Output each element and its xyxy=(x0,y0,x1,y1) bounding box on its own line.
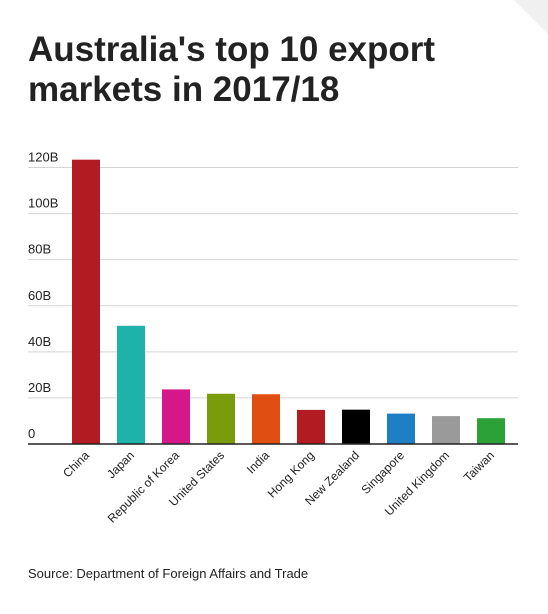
bar-united-kingdom xyxy=(432,416,460,444)
x-tick-label: Taiwan xyxy=(461,448,497,484)
bars xyxy=(72,159,505,444)
chart-title: Australia's top 10 export markets in 201… xyxy=(28,30,436,109)
x-tick-label: Japan xyxy=(104,448,137,481)
bar-india xyxy=(252,394,280,444)
bar-china xyxy=(72,159,100,444)
source-note: Source: Department of Foreign Affairs an… xyxy=(28,566,309,581)
y-axis-ticks: 0 20B 40B 60B 80B 100B 120B xyxy=(28,150,58,441)
corner-decoration xyxy=(514,0,548,34)
x-tick-label: China xyxy=(60,448,92,480)
bar-republic-of-korea xyxy=(162,389,190,444)
y-tick-label: 100B xyxy=(28,196,58,211)
bar-united-states xyxy=(207,393,235,444)
y-tick-label: 80B xyxy=(28,242,51,257)
y-tick-label: 0 xyxy=(28,426,35,441)
y-tick-label: 60B xyxy=(28,288,51,303)
bar-japan xyxy=(117,325,145,444)
gridlines xyxy=(28,167,518,399)
bar-singapore xyxy=(387,413,415,444)
y-tick-label: 120B xyxy=(28,150,58,165)
y-tick-label: 40B xyxy=(28,334,51,349)
y-tick-label: 20B xyxy=(28,380,51,395)
bar-hong-kong xyxy=(297,409,325,444)
x-tick-label: India xyxy=(244,448,273,477)
bar-new-zealand xyxy=(342,409,370,444)
bar-taiwan xyxy=(477,418,505,444)
